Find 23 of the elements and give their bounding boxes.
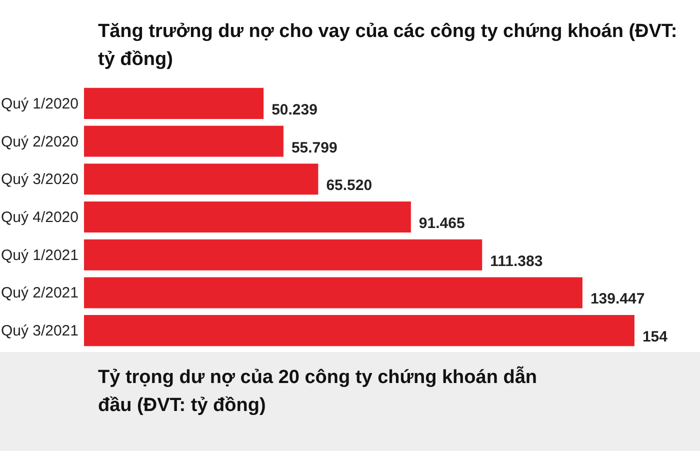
bar bbox=[84, 315, 634, 346]
data-label: 139.447 bbox=[590, 290, 645, 308]
y-tick-label: Quý 2/2020 bbox=[0, 133, 78, 150]
data-label: 65.520 bbox=[326, 177, 372, 194]
data-label: 111.383 bbox=[490, 252, 543, 270]
y-tick-label: Quý 3/2020 bbox=[0, 171, 78, 188]
y-tick-label: Quý 1/2021 bbox=[0, 246, 78, 264]
bar bbox=[84, 277, 582, 308]
data-label: 91.465 bbox=[418, 215, 465, 232]
bar bbox=[84, 88, 264, 119]
y-tick-label: Quý 2/2021 bbox=[0, 284, 78, 302]
bar bbox=[84, 201, 411, 233]
chart-title: Tăng trưởng dư nợ cho vay của các công ty chứng khoán (ĐVT: tỷ đồng) bbox=[98, 20, 678, 72]
y-tick-label: Quý 3/2021 bbox=[0, 322, 78, 340]
bar bbox=[84, 239, 482, 270]
y-tick-label: Quý 4/2020 bbox=[0, 209, 78, 226]
bar bbox=[84, 126, 284, 157]
data-label: 55.799 bbox=[291, 139, 338, 156]
data-label: 50.239 bbox=[272, 101, 318, 118]
y-tick-label: Quý 1/2020 bbox=[0, 95, 78, 112]
bar bbox=[84, 164, 318, 195]
text: Tỷ trọng dư nợ của 20 công ty chứng khoán dẫn đầu (ĐVT: tỷ đồng) bbox=[98, 365, 538, 418]
data-label: 154 bbox=[642, 328, 668, 346]
